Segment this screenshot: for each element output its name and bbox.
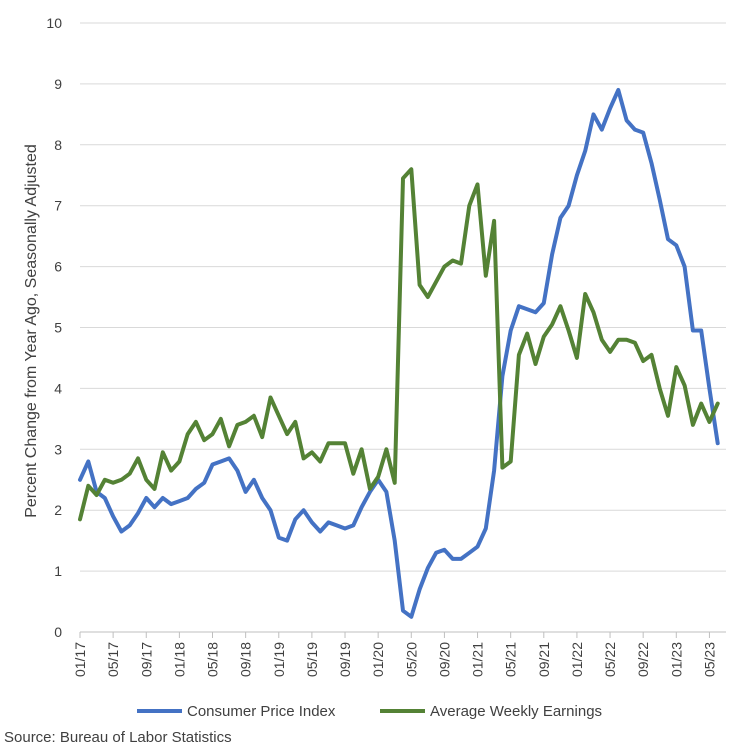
legend-label-awe: Average Weekly Earnings (430, 703, 602, 720)
x-tick-label: 09/22 (635, 642, 651, 677)
x-tick-label: 09/19 (337, 642, 353, 677)
x-tick-label: 05/18 (205, 642, 221, 677)
source-note: Source: Bureau of Labor Statistics (4, 729, 232, 746)
y-tick-label: 9 (54, 76, 62, 92)
legend: Consumer Price Index Average Weekly Earn… (137, 703, 602, 720)
y-tick-label: 1 (54, 563, 62, 579)
x-axis-ticks: 01/17 05/17 09/17 01/18 05/18 09/18 01/19 05/19… (72, 632, 717, 677)
x-tick-label: 09/18 (238, 642, 254, 677)
y-axis-ticks: 0 1 2 3 4 5 6 7 8 9 10 (46, 15, 62, 640)
y-tick-label: 4 (54, 380, 62, 396)
y-tick-label: 8 (54, 137, 62, 153)
y-tick-label: 10 (46, 15, 62, 31)
x-tick-label: 05/23 (701, 642, 717, 677)
gridlines (80, 22, 726, 572)
x-tick-label: 05/20 (403, 642, 419, 677)
x-tick-label: 01/20 (370, 642, 386, 677)
x-tick-label: 01/22 (569, 642, 585, 677)
y-tick-label: 7 (54, 198, 62, 214)
x-tick-label: 09/20 (436, 642, 452, 677)
x-tick-label: 01/21 (470, 642, 486, 677)
x-tick-label: 01/17 (72, 642, 88, 677)
y-tick-label: 2 (54, 502, 62, 518)
series-line-cpi (78, 88, 720, 619)
y-tick-label: 5 (54, 320, 62, 336)
y-tick-label: 3 (54, 441, 62, 457)
x-tick-label: 01/23 (668, 642, 684, 677)
x-tick-label: 05/22 (602, 642, 618, 677)
legend-label-cpi: Consumer Price Index (187, 703, 336, 720)
x-tick-label: 05/19 (304, 642, 320, 677)
series-lines (78, 88, 720, 619)
y-tick-label: 6 (54, 259, 62, 275)
y-tick-label: 0 (54, 624, 62, 640)
x-tick-label: 05/21 (503, 642, 519, 677)
series-line-awe (78, 167, 720, 522)
y-axis-title: Percent Change from Year Ago, Seasonally… (23, 144, 40, 518)
x-tick-label: 01/18 (171, 642, 187, 677)
x-tick-label: 09/21 (536, 642, 552, 677)
x-tick-label: 01/19 (271, 642, 287, 677)
x-tick-label: 09/17 (138, 642, 154, 677)
x-tick-label: 05/17 (105, 642, 121, 677)
